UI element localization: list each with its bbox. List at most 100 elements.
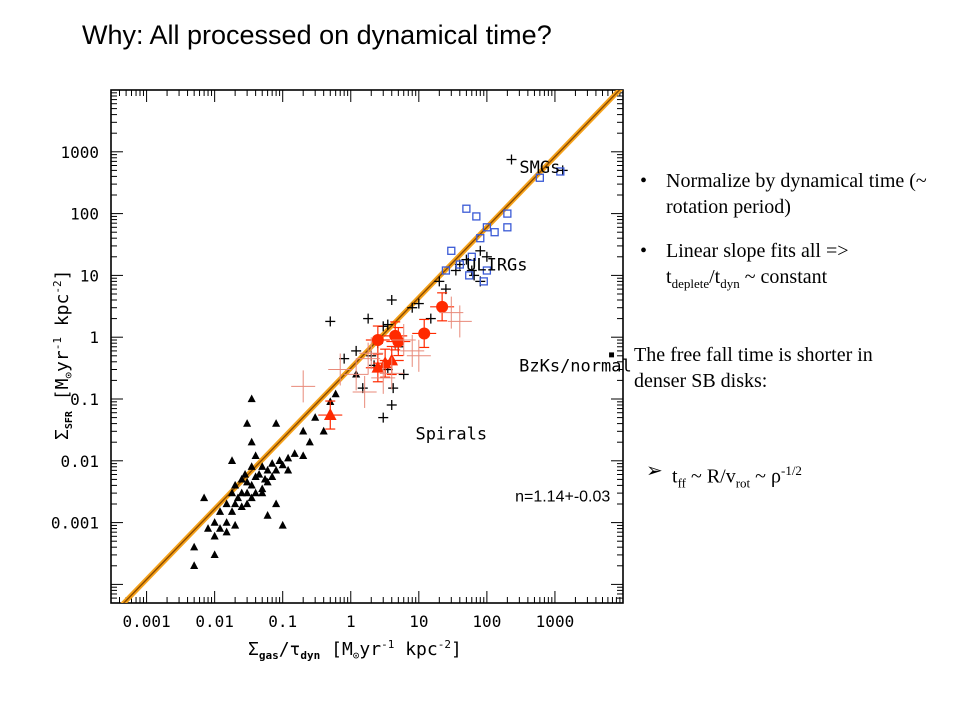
spiral-point: [278, 460, 287, 469]
formula-tail: ~ ρ: [750, 465, 781, 488]
spiral-point: [233, 493, 243, 502]
ylabel-sup1: -1: [51, 337, 64, 350]
spiral-point: [215, 524, 225, 532]
annotation-0: SMGs: [519, 158, 560, 178]
ylabel-sun: ⊙: [62, 372, 75, 379]
ylabel-kpc: kpc: [52, 294, 73, 337]
bullet-dot-icon: •: [640, 170, 648, 192]
smg-point: [465, 271, 474, 280]
spiral-point: [290, 449, 299, 457]
spiral-point: [247, 394, 256, 403]
spiral-point: [222, 499, 231, 508]
xlabel-sun: ⊙: [353, 649, 360, 662]
smg-point: [455, 260, 464, 269]
spiral-point: [215, 507, 225, 515]
bullet-text: The free fall time is shorter in denser …: [634, 344, 873, 392]
rot-subscript: rot: [735, 475, 751, 491]
bzk-triangle-point: [371, 360, 385, 373]
bullet-line1: Linear slope fits all =>: [666, 240, 849, 262]
bullet-normalize: • Normalize by dynamical time (~ rotatio…: [630, 168, 960, 220]
spiral-point: [227, 456, 237, 464]
spiral-point: [231, 520, 240, 529]
spiral-point: [243, 419, 252, 427]
spiral-point: [247, 437, 256, 446]
spiral-point: [222, 518, 231, 526]
smg-point: [482, 223, 492, 232]
y-tick-label: 0.01: [60, 452, 99, 471]
y-tick-label: 1000: [60, 143, 99, 162]
smg-point: [479, 277, 488, 286]
ff-subscript: ff: [677, 475, 686, 491]
bzk-circle-point: [418, 327, 431, 340]
spiral-point: [268, 472, 277, 480]
annotation-1: ULIRGs: [466, 256, 527, 276]
x-tick-label: 0.01: [195, 612, 234, 631]
x-tick-label: 0.1: [268, 612, 297, 631]
y-tick-label: 100: [70, 205, 99, 224]
smg-point: [462, 204, 471, 213]
ylabel-yr: yr: [52, 350, 73, 372]
spiral-point: [227, 507, 237, 515]
slash-t: /t: [709, 266, 721, 288]
smg-point: [476, 234, 485, 243]
bullet-square-icon: ▪: [608, 344, 616, 366]
spiral-point: [258, 462, 267, 470]
bzk-circle-point: [371, 334, 384, 347]
spiral-point: [210, 518, 219, 526]
spiral-point: [190, 561, 199, 569]
y-tick-label: 10: [80, 266, 99, 285]
spiral-point: [263, 465, 272, 474]
spiral-point: [231, 499, 240, 508]
bullet-text: Normalize by dynamical time (~ rotation …: [666, 170, 927, 218]
spiral-point: [190, 542, 199, 551]
spiral-point: [247, 462, 256, 470]
spiral-point: [299, 426, 308, 435]
spiral-point: [200, 493, 209, 502]
smg-point: [535, 173, 544, 182]
spiral-point: [241, 470, 250, 478]
bzk-triangle-point: [323, 408, 337, 420]
ylabel-sigma: Σ: [52, 429, 73, 440]
x-axis-label: Σgas/τdyn [M⊙yr-1 kpc-2]: [248, 638, 462, 662]
xlabel-sigma: Σ: [248, 639, 259, 660]
spiral-point: [263, 511, 272, 519]
spiral-point: [243, 499, 252, 508]
bzk-circle-point: [392, 335, 405, 348]
smg-point: [503, 209, 512, 218]
spiral-point: [263, 477, 272, 486]
spiral-point: [251, 451, 260, 460]
smg-point: [556, 167, 565, 176]
spiral-point: [204, 524, 213, 532]
spiral-point: [227, 488, 237, 497]
annotation-2: BzKs/normal: [519, 356, 632, 376]
spiral-point: [272, 465, 281, 474]
spiral-point: [247, 493, 256, 502]
spiral-point: [251, 472, 260, 480]
x-tick-label: 1: [346, 612, 356, 631]
smg-point: [441, 266, 451, 275]
spiral-point: [299, 451, 308, 460]
spiral-point: [243, 477, 252, 486]
x-tick-label: 10: [409, 612, 428, 631]
x-tick-label: 100: [472, 612, 501, 631]
ylabel-sup2: -2: [51, 280, 64, 293]
y-tick-label: 1: [89, 328, 99, 347]
smg-point: [503, 223, 512, 232]
spiral-point: [331, 389, 340, 398]
ylabel-close: ]: [52, 270, 73, 281]
smg-point: [472, 212, 481, 221]
formula-mid: ~ R/v: [686, 465, 736, 488]
xlabel-sup2: -2: [438, 638, 451, 651]
spiral-point: [255, 470, 264, 478]
y-axis-label: ΣSFR [M⊙yr-1 kpc-2]: [51, 270, 75, 440]
y-tick-label: 0.1: [70, 390, 99, 409]
arrow-bullet-icon: ➢: [646, 460, 663, 482]
power-superscript: -1/2: [780, 463, 802, 478]
bullet-linear-slope: • Linear slope fits all => tdeplete/tdyn…: [630, 238, 960, 297]
spiral-point: [319, 426, 328, 435]
slide-title: Why: All processed on dynamical time?: [82, 20, 552, 50]
t-symbol: t: [672, 465, 678, 488]
bzk-circle-point: [436, 300, 449, 313]
spiral-point: [237, 488, 246, 497]
